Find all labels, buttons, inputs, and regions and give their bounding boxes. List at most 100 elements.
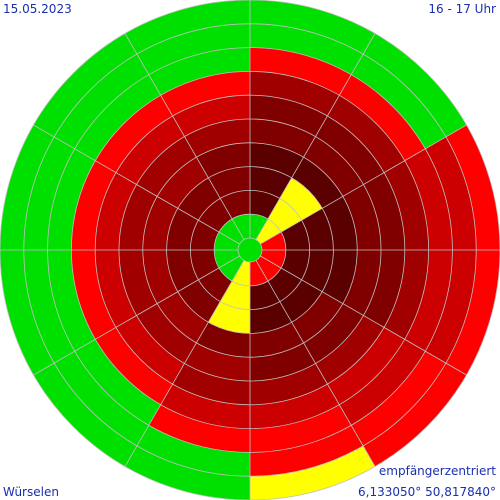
cell-sector-5-ring-5: [250, 363, 328, 405]
cell-sector-11-ring-6: [160, 71, 250, 116]
cell-sector-4-ring-0: [256, 256, 281, 281]
cell-sector-3-ring-4: [342, 250, 381, 316]
cell-sector-8-ring-3: [142, 250, 178, 304]
cell-sector-2-ring-2: [301, 208, 334, 250]
cell-sector-8-ring-6: [71, 250, 116, 340]
cell-sector-6-ring-9: [125, 445, 250, 500]
cell-sector-7-ring-3: [157, 291, 209, 343]
cell-sector-11-ring-4: [184, 119, 250, 158]
cell-sector-1-ring-5: [315, 115, 385, 185]
cell-sector-3-ring-3: [322, 250, 358, 304]
cell-sector-9-ring-0: [214, 232, 240, 250]
cell-sector-2-ring-6: [384, 160, 429, 250]
grid-spoke-4: [260, 255, 467, 376]
cell-sector-0-ring-2: [250, 166, 292, 199]
cell-sector-4-ring-6: [327, 327, 405, 405]
cell-sector-2-ring-9: [445, 125, 500, 250]
cell-sector-2-ring-1: [281, 220, 310, 250]
cell-sector-9-ring-8: [23, 136, 75, 250]
cell-sector-10-ring-8: [54, 54, 149, 149]
time-range-label: 16 - 17 Uhr: [428, 2, 496, 16]
cell-sector-8-ring-2: [166, 250, 199, 292]
cell-sector-11-ring-0: [232, 214, 250, 240]
cell-sector-9-ring-2: [166, 208, 199, 250]
cell-sector-4-ring-2: [279, 279, 323, 323]
cell-sector-1-ring-7: [339, 74, 426, 161]
grid-spoke-11: [124, 33, 245, 240]
cell-sector-2-ring-4: [342, 184, 381, 250]
cell-sector-5-ring-4: [250, 342, 316, 381]
cell-sector-3-ring-2: [301, 250, 334, 292]
cell-sector-11-ring-7: [148, 47, 250, 96]
grid-spoke-1: [255, 33, 376, 240]
cell-sector-10-ring-2: [177, 177, 221, 221]
cell-sector-5-ring-9: [250, 445, 375, 500]
cell-sector-3-ring-7: [404, 250, 453, 352]
cell-sector-5-ring-6: [250, 384, 340, 429]
coordinates-label: 6,133050° 50,817840°: [358, 485, 496, 499]
cell-sector-11-ring-5: [172, 95, 250, 137]
cell-sector-9-ring-5: [95, 172, 137, 250]
cell-sector-0-ring-6: [250, 71, 340, 116]
cell-sector-5-ring-2: [250, 301, 292, 334]
cell-sector-10-ring-7: [74, 74, 161, 161]
cell-sector-4-ring-9: [363, 363, 467, 467]
cell-sector-10-ring-0: [219, 219, 244, 244]
cell-sector-7-ring-2: [177, 279, 221, 323]
mode-label: empfängerzentriert: [378, 464, 496, 478]
cell-sector-5-ring-3: [250, 322, 304, 358]
cell-sector-8-ring-4: [119, 250, 158, 316]
cell-sector-6-ring-1: [220, 281, 250, 310]
place-label: Würselen: [3, 485, 59, 499]
cell-sector-1-ring-3: [291, 157, 343, 209]
cell-sector-7-ring-9: [33, 363, 137, 467]
cell-sector-10-ring-4: [136, 136, 197, 197]
cell-sector-5-ring-7: [250, 404, 352, 453]
cell-sector-0-ring-5: [250, 95, 328, 137]
cell-sector-1-ring-6: [327, 95, 405, 173]
cell-sector-8-ring-9: [0, 250, 55, 375]
cell-sector-2-ring-5: [363, 172, 405, 250]
cell-sector-2-ring-7: [404, 148, 453, 250]
cell-sector-2-ring-0: [260, 232, 286, 250]
cell-sector-7-ring-8: [54, 351, 149, 446]
cell-sector-0-ring-9: [250, 0, 375, 55]
cell-sector-6-ring-2: [208, 301, 250, 334]
cell-sector-1-ring-2: [279, 177, 323, 221]
cell-sector-9-ring-7: [47, 148, 96, 250]
cell-sector-11-ring-8: [136, 23, 250, 75]
cell-sector-4-ring-5: [315, 315, 385, 385]
cell-sector-3-ring-1: [281, 250, 310, 280]
cell-sector-1-ring-0: [256, 219, 281, 244]
cell-sector-2-ring-3: [322, 196, 358, 250]
cell-sector-8-ring-5: [95, 250, 137, 328]
cell-sector-6-ring-6: [160, 384, 250, 429]
cell-sector-6-ring-0: [232, 260, 250, 286]
cell-sector-11-ring-1: [220, 190, 250, 219]
cell-sector-6-ring-4: [184, 342, 250, 381]
cell-sector-0-ring-0: [250, 214, 268, 240]
cell-sector-1-ring-9: [363, 33, 467, 137]
cell-sector-1-ring-8: [351, 54, 446, 149]
cell-sector-3-ring-9: [445, 250, 500, 375]
cell-sector-10-ring-5: [115, 115, 185, 185]
cell-sector-8-ring-0: [214, 250, 240, 268]
cell-sector-7-ring-5: [115, 315, 185, 385]
cell-sector-7-ring-6: [95, 327, 173, 405]
grid-spoke-10: [33, 124, 240, 245]
cell-sector-0-ring-7: [250, 47, 352, 96]
cell-sector-7-ring-7: [74, 339, 161, 426]
grid-spoke-2: [260, 124, 467, 245]
cell-sector-0-ring-4: [250, 119, 316, 158]
cell-sector-6-ring-7: [148, 404, 250, 453]
cell-sector-11-ring-3: [196, 142, 250, 178]
grid-spoke-8: [33, 255, 240, 376]
cell-sector-10-ring-3: [157, 157, 209, 209]
cell-sector-4-ring-1: [267, 267, 302, 302]
cell-sector-6-ring-3: [196, 322, 250, 358]
cell-sector-0-ring-3: [250, 142, 304, 178]
cell-sector-1-ring-1: [267, 198, 302, 233]
cell-sector-10-ring-9: [33, 33, 137, 137]
cell-sector-5-ring-0: [250, 260, 268, 286]
